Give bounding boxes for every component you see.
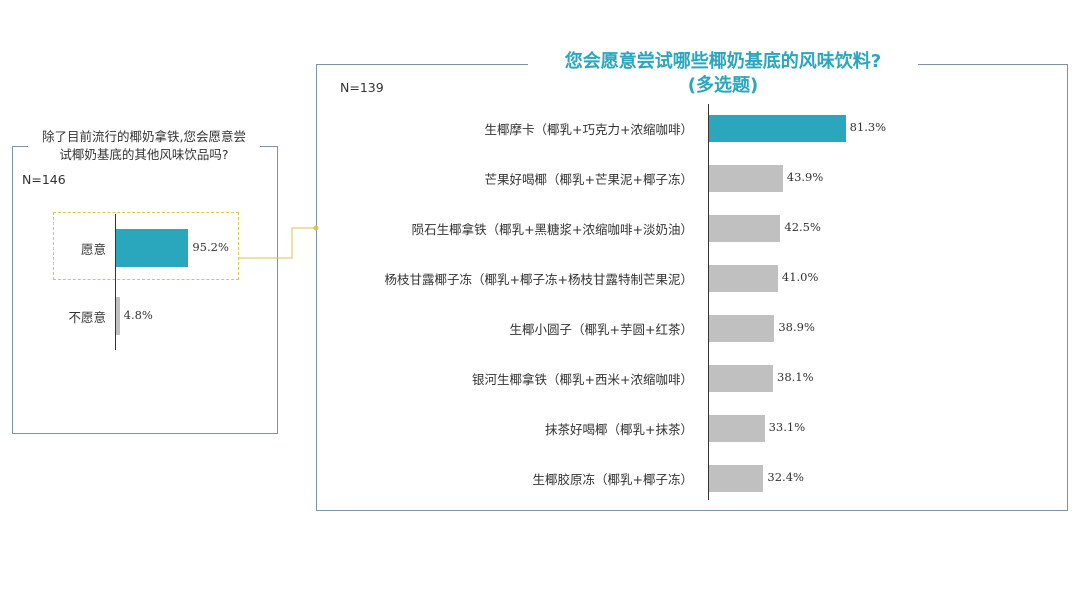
bar bbox=[709, 314, 775, 342]
bar bbox=[709, 264, 778, 292]
value-label: 33.1% bbox=[768, 420, 806, 434]
category-label: 抹茶好喝椰（椰乳+抹茶） bbox=[545, 422, 693, 437]
right-title-line1: 您会愿意尝试哪些椰奶基底的风味饮料? bbox=[564, 51, 882, 72]
category-label: 生椰胶原冻（椰乳+椰子冻） bbox=[532, 472, 693, 487]
right-sample-size: N=139 bbox=[340, 80, 384, 95]
right-chart-title: 您会愿意尝试哪些椰奶基底的风味饮料? (多选题) bbox=[528, 50, 918, 98]
bar bbox=[709, 164, 783, 192]
bar bbox=[709, 414, 765, 442]
bar bbox=[709, 214, 781, 242]
value-label: 42.5% bbox=[784, 220, 821, 234]
value-label: 81.3% bbox=[849, 120, 887, 134]
left-title-line2: 试椰奶基底的其他风味饮品吗? bbox=[59, 147, 229, 162]
category-label: 愿意 bbox=[80, 242, 106, 257]
value-label: 38.1% bbox=[777, 370, 814, 384]
value-label: 38.9% bbox=[778, 320, 815, 334]
axis-line bbox=[708, 104, 709, 500]
bar bbox=[116, 229, 189, 267]
category-label: 生椰小圆子（椰乳+芋圆+红茶） bbox=[509, 322, 693, 337]
left-sample-size: N=146 bbox=[22, 172, 66, 187]
value-label: 4.8% bbox=[123, 308, 153, 322]
highlight-box bbox=[53, 212, 239, 280]
category-label: 银河生椰拿铁（椰乳+西米+浓缩咖啡） bbox=[472, 372, 693, 387]
bar bbox=[709, 364, 773, 392]
left-title-line1: 除了目前流行的椰奶拿铁,您会愿意尝 bbox=[42, 129, 246, 144]
left-chart-title: 除了目前流行的椰奶拿铁,您会愿意尝 试椰奶基底的其他风味饮品吗? bbox=[28, 126, 260, 166]
category-label: 陨石生椰拿铁（椰乳+黑糖浆+浓缩咖啡+淡奶油） bbox=[411, 222, 693, 237]
value-label: 43.9% bbox=[786, 170, 824, 184]
right-title-line2: (多选题) bbox=[687, 75, 759, 96]
category-label: 杨枝甘露椰子冻（椰乳+椰子冻+杨枝甘露特制芒果泥） bbox=[384, 272, 693, 287]
bar bbox=[709, 464, 764, 492]
category-label: 生椰摩卡（椰乳+巧克力+浓缩咖啡） bbox=[484, 122, 693, 137]
bar bbox=[709, 114, 846, 142]
bar bbox=[116, 297, 120, 335]
value-label: 41.0% bbox=[781, 270, 819, 284]
category-label: 不愿意 bbox=[68, 310, 106, 325]
left-chart-panel bbox=[12, 146, 278, 434]
axis-line bbox=[115, 214, 116, 350]
category-label: 芒果好喝椰（椰乳+芒果泥+椰子冻） bbox=[484, 172, 693, 187]
value-label: 32.4% bbox=[767, 470, 804, 484]
value-label: 95.2% bbox=[192, 240, 229, 254]
